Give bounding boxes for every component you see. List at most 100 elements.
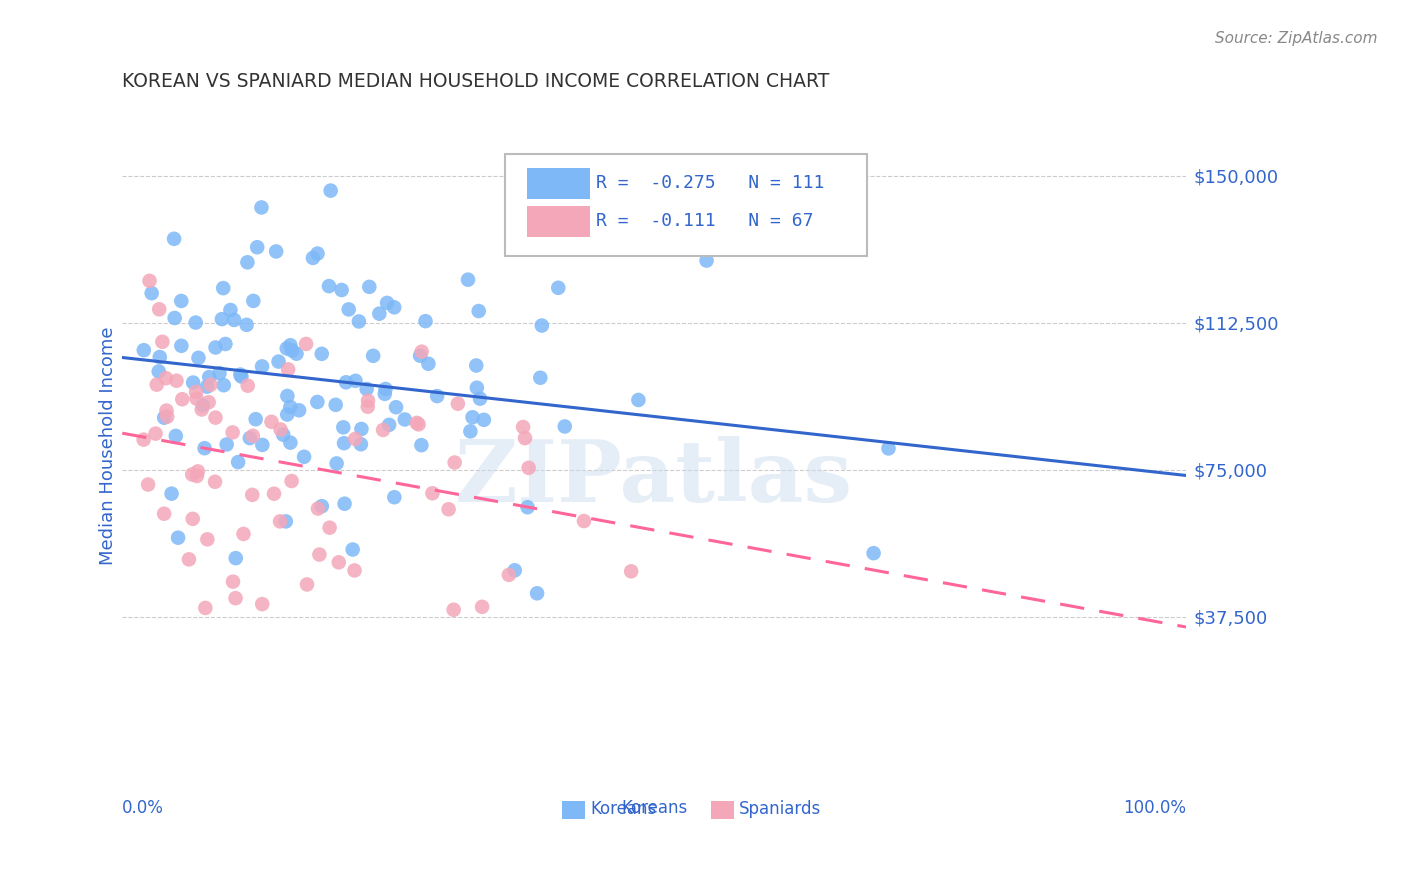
Point xyxy=(181,512,204,526)
Point xyxy=(443,603,465,617)
Point xyxy=(554,419,576,434)
Point xyxy=(163,232,186,246)
Point xyxy=(461,410,484,425)
Point xyxy=(195,380,218,394)
Point xyxy=(246,240,269,254)
Point xyxy=(193,441,215,455)
Point xyxy=(342,542,364,557)
Point xyxy=(281,343,304,358)
Point xyxy=(471,599,494,614)
Point xyxy=(155,371,177,385)
Point xyxy=(337,302,360,317)
Point xyxy=(375,296,398,310)
Point xyxy=(197,395,219,409)
Text: Source: ZipAtlas.com: Source: ZipAtlas.com xyxy=(1215,31,1378,46)
Point xyxy=(457,273,479,287)
Point xyxy=(240,488,263,502)
Point xyxy=(302,251,325,265)
Point xyxy=(149,350,172,364)
Text: Koreans: Koreans xyxy=(591,800,657,819)
Point xyxy=(467,304,489,318)
Point xyxy=(184,316,207,330)
Point xyxy=(229,368,252,382)
Point xyxy=(260,415,283,429)
Point xyxy=(170,339,193,353)
Point xyxy=(308,548,330,562)
Point xyxy=(415,314,437,328)
Point xyxy=(250,201,273,215)
Point xyxy=(191,399,214,413)
Point xyxy=(335,376,357,390)
Point xyxy=(155,403,177,417)
Point xyxy=(288,403,311,417)
Point xyxy=(411,438,433,452)
Point xyxy=(307,246,329,260)
Point xyxy=(325,398,347,412)
Point xyxy=(172,392,194,407)
Point xyxy=(409,349,432,363)
Point xyxy=(181,467,204,482)
Point xyxy=(368,307,391,321)
Point xyxy=(222,574,245,589)
Point xyxy=(221,425,243,440)
Point xyxy=(512,420,534,434)
Point xyxy=(235,318,257,332)
Point xyxy=(344,432,367,446)
Point xyxy=(219,303,242,318)
Point xyxy=(141,286,163,301)
FancyBboxPatch shape xyxy=(505,154,868,256)
Point xyxy=(198,370,221,384)
Text: 100.0%: 100.0% xyxy=(1123,798,1187,817)
Point xyxy=(211,312,233,326)
Point xyxy=(862,546,884,560)
Point xyxy=(437,502,460,516)
Point xyxy=(374,387,396,401)
Point xyxy=(226,455,249,469)
Point xyxy=(318,521,340,535)
Point xyxy=(465,359,488,373)
Point xyxy=(357,393,380,408)
Point xyxy=(138,274,160,288)
Point xyxy=(280,435,302,450)
Point xyxy=(252,438,274,452)
Point xyxy=(374,382,396,396)
Point xyxy=(148,302,170,317)
Point xyxy=(357,400,380,414)
Point xyxy=(328,555,350,569)
Point xyxy=(136,477,159,491)
Point xyxy=(214,337,236,351)
Point xyxy=(382,300,405,314)
Text: 0.0%: 0.0% xyxy=(122,798,165,817)
Point xyxy=(153,410,176,425)
Point xyxy=(269,514,291,528)
Point xyxy=(170,293,193,308)
Point xyxy=(318,279,340,293)
Point xyxy=(382,490,405,504)
Point xyxy=(271,427,294,442)
Point xyxy=(422,486,444,500)
Point xyxy=(278,400,301,414)
Point xyxy=(156,409,179,424)
Point xyxy=(166,374,188,388)
Point xyxy=(163,310,186,325)
Point xyxy=(526,586,548,600)
Point xyxy=(190,402,212,417)
Point xyxy=(465,381,488,395)
Point xyxy=(153,507,176,521)
Point xyxy=(242,293,264,308)
Y-axis label: Median Household Income: Median Household Income xyxy=(100,327,117,566)
Point xyxy=(204,410,226,425)
Point xyxy=(513,431,536,445)
Point xyxy=(530,318,553,333)
Point xyxy=(276,389,298,403)
Point xyxy=(620,564,643,578)
Point xyxy=(333,436,356,450)
Point xyxy=(503,563,526,577)
FancyBboxPatch shape xyxy=(526,206,591,236)
Point xyxy=(359,280,381,294)
Point xyxy=(236,378,259,392)
Point xyxy=(181,376,204,390)
Text: KOREAN VS SPANIARD MEDIAN HOUSEHOLD INCOME CORRELATION CHART: KOREAN VS SPANIARD MEDIAN HOUSEHOLD INCO… xyxy=(122,71,830,91)
Point xyxy=(184,384,207,399)
Text: ZIPatlas: ZIPatlas xyxy=(456,436,853,520)
